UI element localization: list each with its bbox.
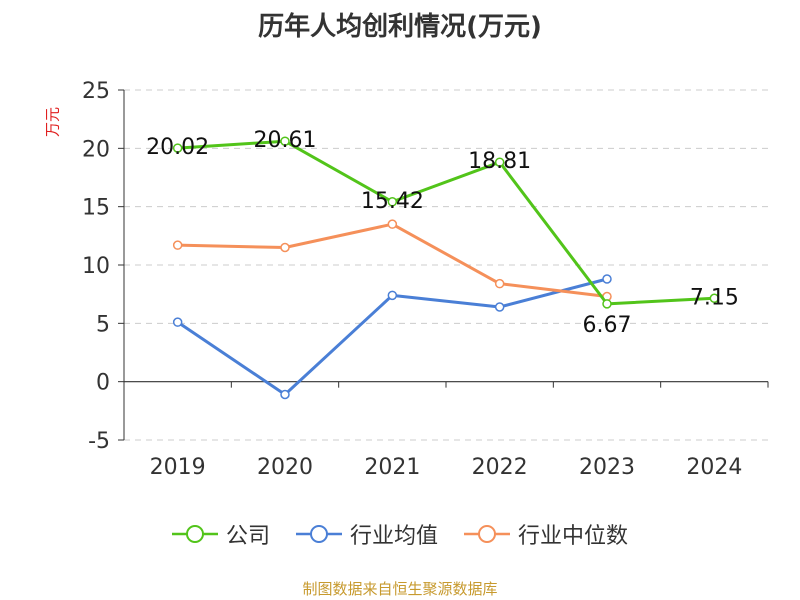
y-tick-label: 0 (96, 371, 110, 396)
data-point (172, 240, 183, 250)
data-point (172, 143, 183, 153)
legend-swatch-industry-median-icon (464, 525, 510, 543)
data-point (387, 219, 398, 229)
legend-label-industry-average: 行业均值 (349, 524, 438, 549)
data-point (709, 293, 720, 303)
data-point (387, 197, 398, 207)
data-point (494, 278, 505, 289)
y-tick-label: 25 (82, 79, 110, 104)
chart-title: 历年人均创利情况(万元) (258, 12, 542, 42)
series-line (177, 139, 715, 306)
y-tick-label: 20 (82, 137, 110, 162)
data-point (387, 290, 398, 301)
x-tick-label: 2021 (364, 455, 420, 480)
x-tick-label: 2023 (579, 455, 635, 480)
x-tick-label: 2024 (686, 455, 742, 480)
data-point (280, 389, 290, 400)
x-tick-label: 2020 (257, 455, 313, 480)
legend-label-company: 公司 (225, 524, 270, 549)
data-label: 20.61 (254, 128, 317, 153)
y-tick-label: 10 (82, 254, 110, 279)
legend-item-industry-average[interactable]: 行业均值 (295, 518, 438, 550)
legend-label-industry-median: 行业中位数 (518, 524, 629, 549)
data-label: 18.81 (468, 149, 531, 174)
data-point (280, 242, 290, 253)
data-label: 7.15 (690, 285, 739, 310)
data-point (172, 317, 183, 327)
legend: 公司 行业均值 行业中位数 (0, 518, 800, 550)
data-point (602, 299, 612, 309)
y-tick-label: 15 (82, 196, 110, 221)
legend-swatch-company-icon (171, 525, 218, 543)
data-point (494, 157, 505, 167)
series-line (177, 222, 608, 298)
data-label: 15.42 (361, 189, 424, 214)
legend-item-industry-median[interactable]: 行业中位数 (464, 518, 628, 550)
legend-swatch-industry-average-icon (295, 525, 342, 543)
data-point (602, 274, 612, 284)
x-tick-label: 2022 (472, 455, 528, 480)
y-tick-label: -5 (88, 429, 110, 454)
data-point (494, 302, 505, 312)
data-label: 20.02 (146, 135, 209, 160)
x-tick-label: 2019 (150, 455, 206, 480)
data-source-note: 制图数据来自恒生聚源数据库 (302, 580, 498, 598)
y-tick-label: 5 (96, 312, 110, 337)
data-point (280, 136, 290, 146)
data-label: 6.67 (583, 313, 632, 338)
legend-item-company[interactable]: 公司 (171, 518, 270, 550)
